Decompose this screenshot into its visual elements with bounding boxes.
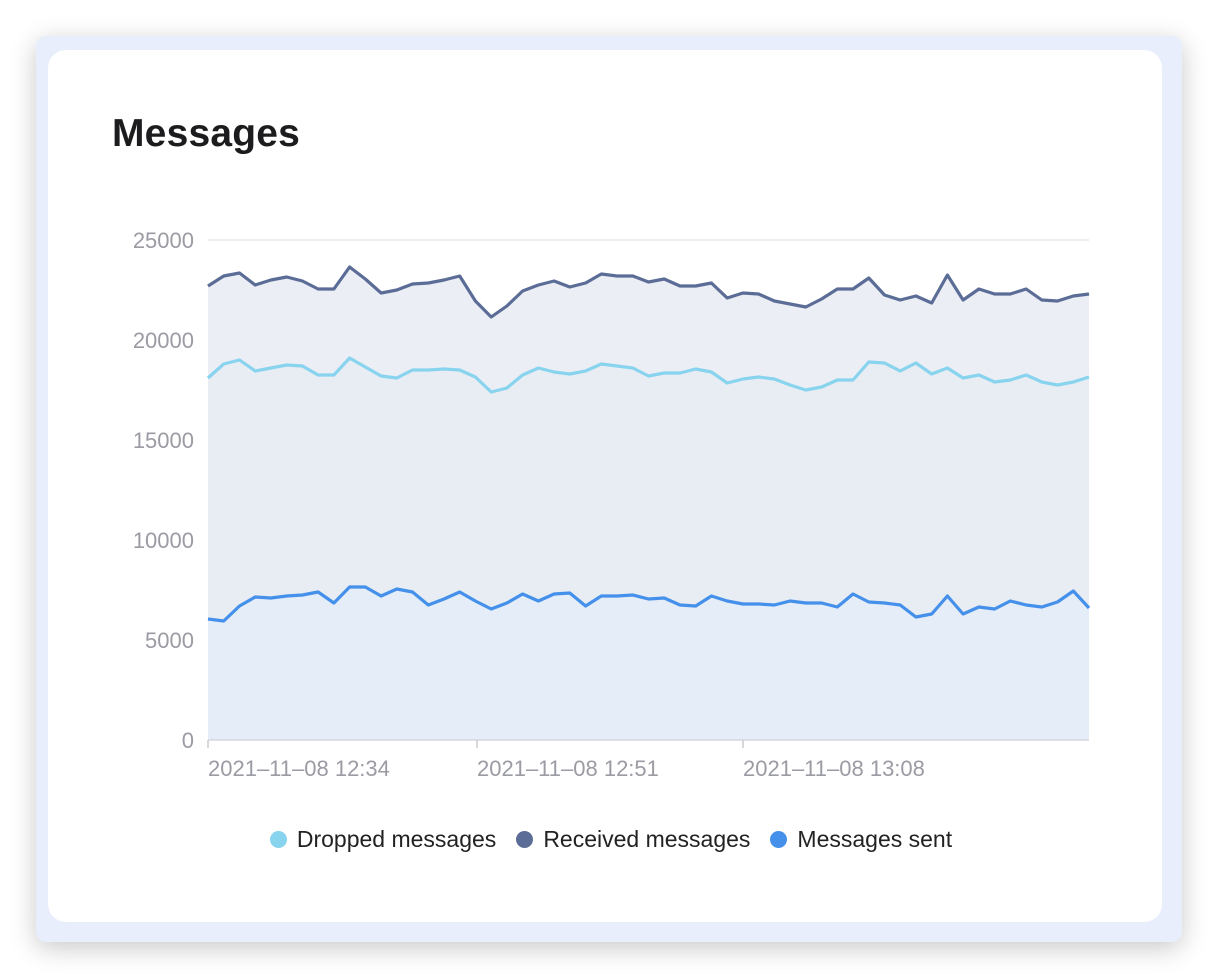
legend-item[interactable]: Dropped messages [270,826,496,853]
y-tick-label: 0 [182,728,194,753]
y-tick-label: 20000 [133,328,194,353]
legend-item[interactable]: Messages sent [770,826,952,853]
legend-label: Messages sent [797,826,952,853]
legend-swatch [270,831,287,848]
legend-label: Received messages [543,826,750,853]
legend-item[interactable]: Received messages [516,826,750,853]
messages-chart: 0 5000 10000 15000 20000 25000 2021–11–08 12:3… [48,50,1162,810]
legend-swatch [516,831,533,848]
x-tick-label: 2021–11–08 13:08 [743,756,925,781]
y-tick-label: 10000 [133,528,194,553]
legend-swatch [770,831,787,848]
chart-areas [208,267,1089,740]
series-area-2 [208,587,1089,740]
messages-card: Messages 0 5000 10000 15000 20000 25000 2021–1… [48,50,1162,922]
x-tick-label: 2021–11–08 12:34 [208,756,390,781]
y-tick-label: 25000 [133,228,194,253]
y-tick-label: 15000 [133,428,194,453]
legend-label: Dropped messages [297,826,496,853]
x-tick-label: 2021–11–08 12:51 [477,756,659,781]
chart-legend: Dropped messages Received messages Message… [48,826,1168,853]
y-tick-label: 5000 [145,628,194,653]
window-frame: Messages 0 5000 10000 15000 20000 25000 2021–1… [36,36,1182,942]
